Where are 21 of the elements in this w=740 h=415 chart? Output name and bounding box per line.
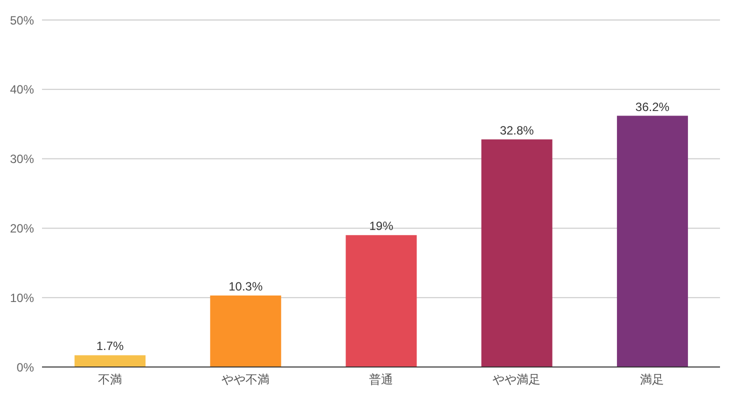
x-tick-label: 普通 bbox=[369, 372, 393, 387]
y-tick-label: 20% bbox=[10, 221, 34, 236]
x-tick-label: 不満 bbox=[98, 372, 122, 387]
y-tick-label: 0% bbox=[16, 360, 34, 374]
x-tick-label: 満足 bbox=[640, 372, 664, 387]
bar bbox=[481, 139, 552, 367]
bar bbox=[74, 355, 146, 367]
data-label: 1.7% bbox=[96, 339, 124, 354]
x-tick-label: やや満足 bbox=[492, 372, 541, 387]
data-label: 19% bbox=[369, 219, 394, 234]
bar bbox=[346, 235, 417, 367]
y-tick-label: 50% bbox=[10, 13, 34, 28]
y-tick-label: 30% bbox=[10, 152, 34, 166]
bar bbox=[210, 296, 282, 367]
data-label: 10.3% bbox=[228, 280, 263, 294]
y-tick-label: 10% bbox=[10, 290, 34, 305]
data-label: 36.2% bbox=[635, 100, 670, 114]
y-tick-label: 40% bbox=[10, 82, 34, 97]
x-tick-label: やや不満 bbox=[221, 372, 270, 387]
data-label: 32.8% bbox=[500, 123, 534, 138]
bar bbox=[616, 116, 688, 367]
